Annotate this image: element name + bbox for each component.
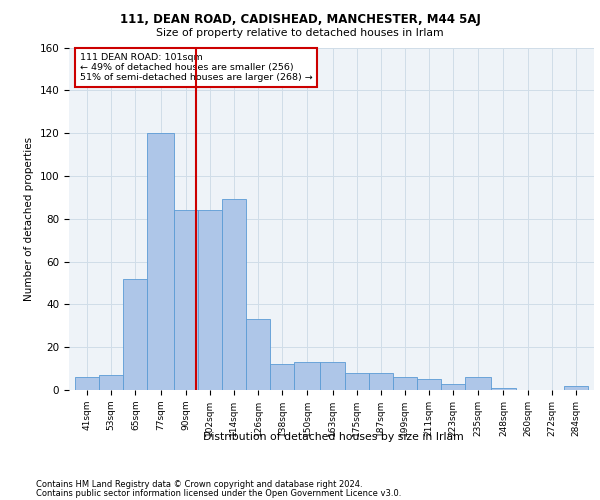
Bar [173, 210, 198, 390]
Bar [222, 200, 246, 390]
Text: Distribution of detached houses by size in Irlam: Distribution of detached houses by size … [203, 432, 463, 442]
Bar [124, 278, 148, 390]
Bar [491, 388, 515, 390]
Text: Contains HM Land Registry data © Crown copyright and database right 2024.: Contains HM Land Registry data © Crown c… [36, 480, 362, 489]
Bar [75, 377, 99, 390]
Text: Contains public sector information licensed under the Open Government Licence v3: Contains public sector information licen… [36, 488, 401, 498]
Bar [246, 320, 270, 390]
Y-axis label: Number of detached properties: Number of detached properties [24, 136, 34, 301]
Bar [320, 362, 344, 390]
Bar [148, 133, 173, 390]
Bar [417, 380, 441, 390]
Bar [99, 375, 124, 390]
Bar [465, 377, 491, 390]
Bar [564, 386, 588, 390]
Bar [393, 377, 417, 390]
Bar [369, 373, 393, 390]
Bar [198, 210, 222, 390]
Text: Size of property relative to detached houses in Irlam: Size of property relative to detached ho… [156, 28, 444, 38]
Bar [441, 384, 465, 390]
Text: 111, DEAN ROAD, CADISHEAD, MANCHESTER, M44 5AJ: 111, DEAN ROAD, CADISHEAD, MANCHESTER, M… [119, 12, 481, 26]
Bar [270, 364, 294, 390]
Bar [294, 362, 320, 390]
Text: 111 DEAN ROAD: 101sqm
← 49% of detached houses are smaller (256)
51% of semi-det: 111 DEAN ROAD: 101sqm ← 49% of detached … [79, 52, 312, 82]
Bar [344, 373, 369, 390]
